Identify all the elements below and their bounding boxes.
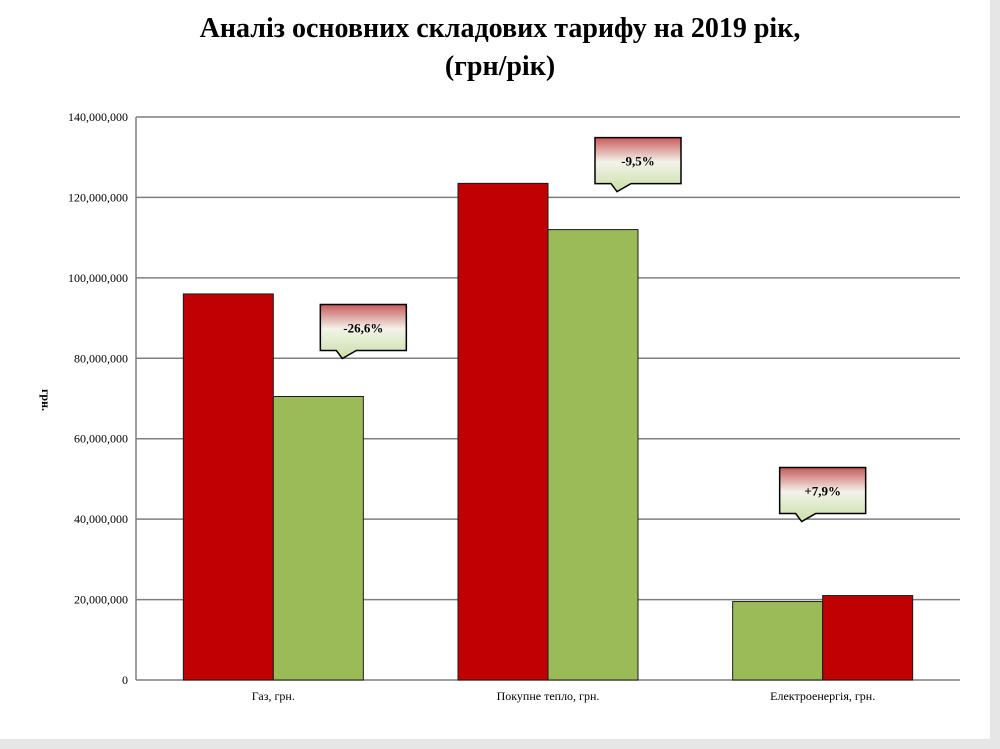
change-callout: -26,6%: [319, 303, 408, 360]
chart-title: Аналіз основних складових тарифу на 2019…: [0, 10, 1000, 86]
change-callouts: -26,6% -9,5% +7,9%: [319, 136, 867, 523]
callout-box: [594, 136, 682, 193]
callout-label: +7,9%: [804, 484, 841, 499]
y-axis-label: грн.: [39, 389, 53, 411]
bar: [182, 293, 274, 681]
y-tick-label: 80,000,000: [74, 351, 128, 365]
y-tick-label: 100,000,000: [68, 271, 128, 285]
x-category-label: Газ, грн.: [252, 689, 295, 703]
y-tick-label: 60,000,000: [74, 432, 128, 446]
bar: [457, 182, 549, 681]
x-category-label: Електроенергія, грн.: [770, 689, 875, 703]
y-tick-label: 0: [122, 673, 128, 687]
y-tick-label: 40,000,000: [74, 512, 128, 526]
bar: [272, 395, 364, 681]
bar: [822, 595, 914, 681]
x-category-labels: Газ, грн. Покупне тепло, грн. Електроенерг…: [252, 689, 875, 703]
x-category-label: Покупне тепло, грн.: [497, 689, 600, 703]
chart-title-line-1: Аналіз основних складових тарифу на 2019…: [199, 13, 801, 44]
bar: [547, 229, 639, 681]
y-tick-label: 120,000,000: [68, 190, 128, 204]
bars: [182, 182, 914, 681]
window-edge-right: [990, 0, 1000, 749]
window-edge-bottom: [0, 739, 1000, 749]
y-tick-label: 140,000,000: [68, 110, 128, 124]
callout-label: -26,6%: [343, 320, 383, 335]
callout-box: [319, 303, 408, 360]
chart-title-line-2: (грн/рік): [444, 51, 556, 82]
y-tick-label: 20,000,000: [74, 593, 128, 607]
y-tick-labels: 0 20,000,000 40,000,000 60,000,000 80,000,00…: [68, 110, 128, 687]
change-callout: +7,9%: [778, 466, 867, 523]
bar: [732, 601, 824, 681]
callout-box: [778, 466, 867, 523]
callout-label: -9,5%: [621, 154, 655, 169]
change-callout: -9,5%: [594, 136, 682, 193]
